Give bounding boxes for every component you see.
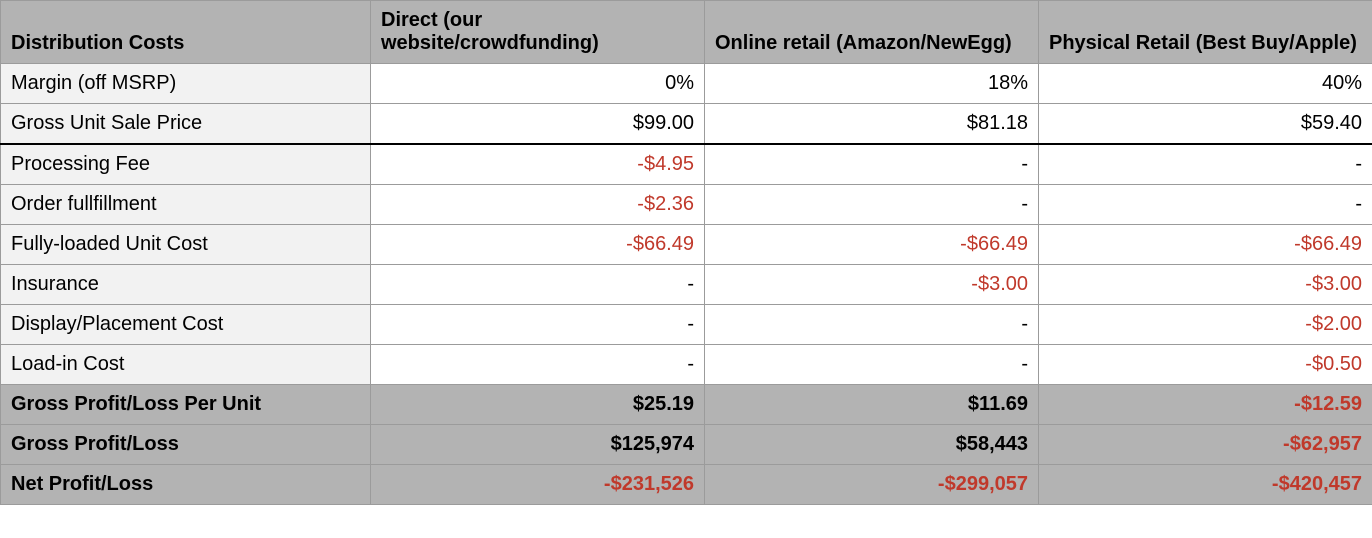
row-label: Order fullfillment — [1, 185, 371, 225]
header-online-retail: Online retail (Amazon/NewEgg) — [705, 1, 1039, 64]
cell-value: -$2.36 — [371, 185, 705, 225]
cell-value: -$66.49 — [1039, 225, 1372, 265]
table-row: Gross Unit Sale Price$99.00$81.18$59.40 — [1, 104, 1372, 145]
table-row: Fully-loaded Unit Cost-$66.49-$66.49-$66… — [1, 225, 1372, 265]
cell-value: -$2.00 — [1039, 305, 1372, 345]
cell-value: -$3.00 — [1039, 265, 1372, 305]
header-distribution-costs: Distribution Costs — [1, 1, 371, 64]
table-row: Insurance--$3.00-$3.00 — [1, 265, 1372, 305]
row-label: Gross Unit Sale Price — [1, 104, 371, 145]
cell-value: -$0.50 — [1039, 345, 1372, 385]
cell-value: -$231,526 — [371, 465, 705, 505]
row-label: Gross Profit/Loss Per Unit — [1, 385, 371, 425]
header-direct: Direct (our website/crowdfunding) — [371, 1, 705, 64]
cell-value: -$420,457 — [1039, 465, 1372, 505]
table-row: Display/Placement Cost---$2.00 — [1, 305, 1372, 345]
table-row: Processing Fee-$4.95-- — [1, 144, 1372, 185]
row-label: Margin (off MSRP) — [1, 64, 371, 104]
cell-value: -$66.49 — [705, 225, 1039, 265]
cell-value: -$66.49 — [371, 225, 705, 265]
table-row: Net Profit/Loss-$231,526-$299,057-$420,4… — [1, 465, 1372, 505]
cell-value: - — [705, 345, 1039, 385]
cell-value: - — [371, 305, 705, 345]
cell-value: - — [705, 144, 1039, 185]
cell-value: - — [705, 305, 1039, 345]
table-row: Gross Profit/Loss Per Unit$25.19$11.69-$… — [1, 385, 1372, 425]
cell-value: $59.40 — [1039, 104, 1372, 145]
table-row: Order fullfillment-$2.36-- — [1, 185, 1372, 225]
table-row: Margin (off MSRP)0%18%40% — [1, 64, 1372, 104]
row-label: Display/Placement Cost — [1, 305, 371, 345]
cell-value: - — [1039, 185, 1372, 225]
row-label: Insurance — [1, 265, 371, 305]
cell-value: $99.00 — [371, 104, 705, 145]
row-label: Load-in Cost — [1, 345, 371, 385]
cell-value: $58,443 — [705, 425, 1039, 465]
cell-value: - — [371, 265, 705, 305]
distribution-costs-table: Distribution Costs Direct (our website/c… — [0, 0, 1372, 505]
cell-value: $125,974 — [371, 425, 705, 465]
table-header-row: Distribution Costs Direct (our website/c… — [1, 1, 1372, 64]
cell-value: - — [705, 185, 1039, 225]
cell-value: -$62,957 — [1039, 425, 1372, 465]
cell-value: 0% — [371, 64, 705, 104]
row-label: Fully-loaded Unit Cost — [1, 225, 371, 265]
cell-value: -$299,057 — [705, 465, 1039, 505]
cell-value: -$3.00 — [705, 265, 1039, 305]
table-row: Gross Profit/Loss$125,974$58,443-$62,957 — [1, 425, 1372, 465]
cell-value: - — [371, 345, 705, 385]
row-label: Gross Profit/Loss — [1, 425, 371, 465]
header-physical-retail: Physical Retail (Best Buy/Apple) — [1039, 1, 1372, 64]
cell-value: $25.19 — [371, 385, 705, 425]
cell-value: 40% — [1039, 64, 1372, 104]
row-label: Processing Fee — [1, 144, 371, 185]
cell-value: -$12.59 — [1039, 385, 1372, 425]
cell-value: -$4.95 — [371, 144, 705, 185]
cell-value: 18% — [705, 64, 1039, 104]
cell-value: $11.69 — [705, 385, 1039, 425]
row-label: Net Profit/Loss — [1, 465, 371, 505]
table-row: Load-in Cost---$0.50 — [1, 345, 1372, 385]
cell-value: $81.18 — [705, 104, 1039, 145]
cell-value: - — [1039, 144, 1372, 185]
